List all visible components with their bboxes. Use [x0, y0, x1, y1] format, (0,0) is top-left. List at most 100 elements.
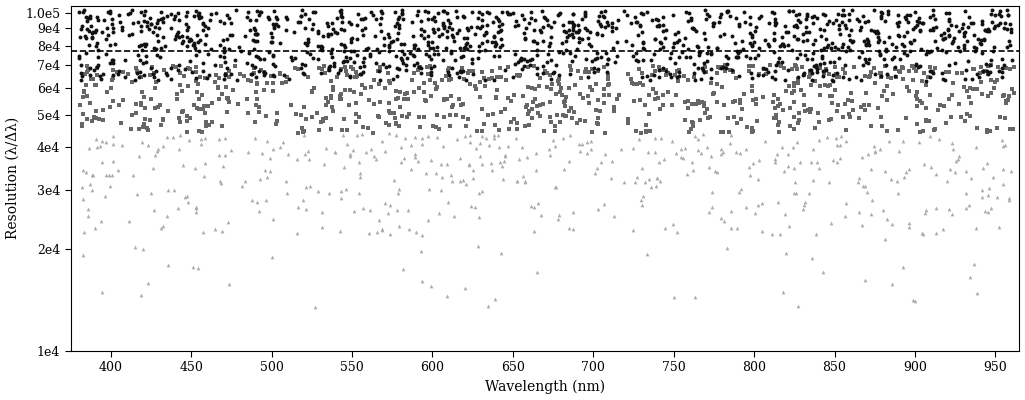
Point: [155, 143, 171, 150]
Point: [876, 168, 893, 174]
Point: [331, 93, 347, 100]
Point: [136, 11, 153, 18]
Point: [345, 208, 362, 214]
Point: [777, 77, 793, 83]
Point: [353, 71, 369, 77]
Point: [974, 194, 990, 200]
Point: [816, 70, 832, 77]
Point: [925, 7, 941, 14]
Point: [390, 30, 406, 36]
Point: [949, 70, 966, 76]
Point: [234, 182, 250, 189]
Point: [475, 132, 491, 139]
Point: [406, 52, 422, 59]
Point: [215, 54, 232, 60]
Point: [633, 74, 650, 80]
Point: [834, 44, 851, 50]
Point: [459, 24, 476, 31]
Point: [830, 102, 847, 108]
Point: [712, 150, 729, 157]
Point: [258, 80, 275, 86]
Point: [292, 18, 309, 25]
Point: [673, 146, 690, 152]
Point: [71, 55, 87, 62]
Point: [620, 71, 637, 78]
Point: [884, 56, 900, 63]
Point: [813, 47, 829, 54]
Point: [299, 39, 316, 46]
Point: [326, 60, 342, 66]
Point: [712, 64, 729, 71]
Point: [565, 11, 581, 17]
Point: [140, 142, 157, 148]
Point: [713, 84, 730, 90]
Point: [535, 100, 551, 107]
Point: [817, 12, 833, 18]
Point: [82, 72, 98, 78]
Point: [326, 63, 342, 69]
Point: [999, 96, 1016, 103]
Point: [97, 138, 114, 145]
Point: [412, 124, 428, 130]
Point: [645, 72, 661, 78]
Point: [639, 128, 655, 134]
Point: [783, 66, 800, 72]
Point: [643, 184, 659, 190]
Point: [528, 150, 544, 156]
Point: [693, 99, 709, 105]
Point: [371, 217, 387, 224]
Point: [485, 53, 501, 60]
Point: [921, 74, 938, 81]
Point: [902, 39, 918, 45]
Point: [547, 62, 564, 68]
Point: [352, 170, 368, 177]
Point: [601, 92, 617, 99]
Point: [891, 19, 907, 25]
Point: [879, 83, 896, 90]
Point: [675, 73, 692, 79]
Point: [290, 204, 306, 211]
Point: [954, 20, 971, 27]
Point: [555, 135, 571, 141]
Point: [81, 180, 97, 187]
Point: [342, 64, 359, 70]
Point: [772, 101, 788, 107]
Point: [304, 55, 321, 61]
Point: [680, 104, 696, 111]
Point: [366, 101, 382, 107]
Point: [321, 190, 337, 196]
Point: [217, 84, 234, 90]
Point: [878, 128, 895, 134]
Point: [192, 36, 208, 43]
Point: [127, 244, 144, 251]
Point: [181, 36, 198, 42]
Point: [397, 135, 413, 141]
Point: [995, 25, 1012, 31]
Point: [304, 89, 321, 95]
Point: [747, 210, 764, 216]
Point: [187, 42, 203, 48]
Point: [771, 129, 787, 135]
Point: [378, 120, 395, 126]
Point: [782, 122, 798, 129]
Point: [188, 8, 204, 15]
Point: [330, 70, 346, 76]
Point: [550, 76, 567, 82]
Point: [814, 54, 830, 61]
Point: [639, 250, 655, 257]
Point: [78, 169, 94, 175]
Point: [572, 90, 588, 97]
Point: [532, 102, 548, 109]
Point: [78, 82, 94, 88]
Point: [935, 36, 951, 42]
Point: [925, 27, 941, 34]
Point: [220, 14, 237, 21]
Point: [811, 119, 827, 126]
Point: [310, 42, 326, 49]
Point: [574, 16, 590, 22]
Point: [477, 77, 493, 84]
Point: [88, 136, 105, 142]
Point: [802, 72, 818, 78]
Point: [832, 142, 849, 149]
Point: [79, 26, 95, 32]
